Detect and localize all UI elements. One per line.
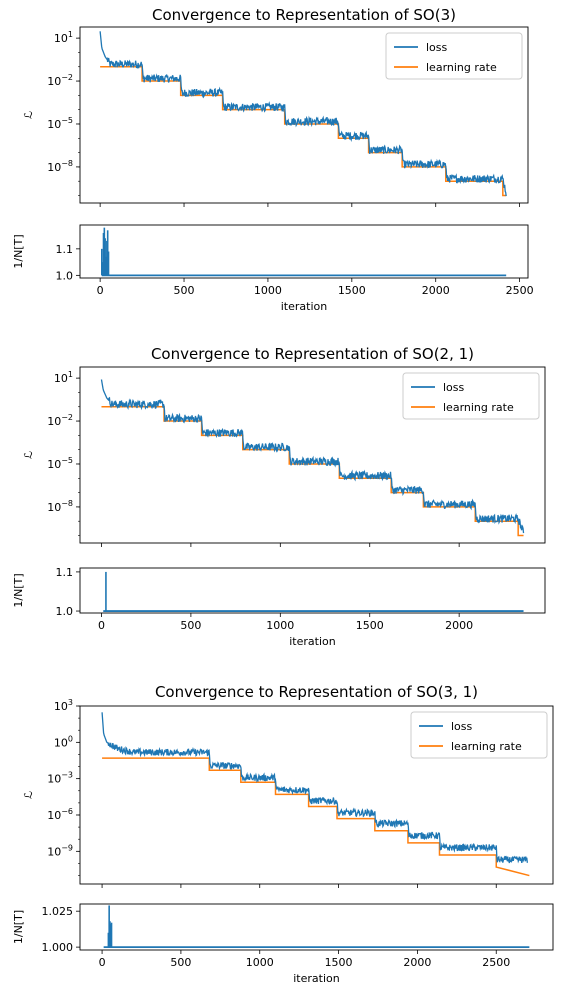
x-tick-label: 2000 xyxy=(403,956,431,969)
legend-frame xyxy=(410,711,548,759)
y-tick-label: 103 xyxy=(54,698,73,713)
x-tick-label: 0 xyxy=(98,619,105,632)
y-tick-label: 10−3 xyxy=(47,771,73,786)
chart-title: Convergence to Representation of SO(3, 1… xyxy=(155,683,478,701)
x-tick-label: 1000 xyxy=(254,284,282,297)
y-axis-label: ℒ xyxy=(22,791,35,799)
y-tick-label: 1.0 xyxy=(56,605,74,618)
y-tick-label: 10−8 xyxy=(47,159,73,174)
legend: loss learning rate xyxy=(385,32,523,80)
chart-title: Convergence to Representation of SO(2, 1… xyxy=(151,345,474,363)
y-tick-label: 1.025 xyxy=(42,905,74,918)
legend-label: learning rate xyxy=(426,61,497,74)
legend-label: loss xyxy=(451,720,473,733)
y-tick-label: 10−9 xyxy=(47,843,73,858)
ratio-panel-2: 1.0 1.1 0 500 1000 1500 2000 1/N[T] iteration xyxy=(12,566,546,648)
legend-frame xyxy=(385,32,523,80)
x-tick-label: 500 xyxy=(180,619,201,632)
y-axis-label: 1/N[T] xyxy=(12,234,25,268)
legend-label: learning rate xyxy=(451,740,522,753)
x-tick-label: 1500 xyxy=(325,956,353,969)
y-tick-label: 10−5 xyxy=(47,116,73,131)
y-tick-label: 1.0 xyxy=(56,269,74,282)
bar-frame xyxy=(79,903,554,951)
x-tick-label: 500 xyxy=(174,284,195,297)
y-tick-label: 1.000 xyxy=(42,941,74,954)
y-tick-label: 1.1 xyxy=(56,566,74,579)
learning-rate-series xyxy=(101,406,524,537)
y-tick-label: 10−5 xyxy=(47,456,73,471)
loss-series xyxy=(100,379,525,534)
y-axis-label: 1/N[T] xyxy=(12,573,25,607)
y-tick-label: 10−2 xyxy=(47,413,73,428)
y-tick-label: 101 xyxy=(54,370,73,385)
plot-frame xyxy=(79,26,529,204)
x-tick-label: 0 xyxy=(99,956,106,969)
loss-series xyxy=(101,712,529,864)
y-axis-label: ℒ xyxy=(22,451,35,459)
x-tick-label: 2000 xyxy=(445,619,473,632)
y-axis-label: ℒ xyxy=(22,111,35,119)
legend-label: loss xyxy=(443,381,465,394)
bar-frame xyxy=(79,224,529,279)
y-tick-label: 10−8 xyxy=(47,499,73,514)
x-tick-label: 1000 xyxy=(266,619,294,632)
x-tick-label: 2500 xyxy=(482,956,510,969)
loss-panel-1: Convergence to Representation of SO(3) 10… xyxy=(22,6,529,207)
y-tick-label: 100 xyxy=(54,734,73,749)
x-tick-label: 500 xyxy=(170,956,191,969)
ratio-panel-1: 1.0 1.1 0 500 1000 1500 2000 2500 1/N[T] iteratio… xyxy=(12,224,534,313)
x-tick-label: 1500 xyxy=(338,284,366,297)
legend-label: loss xyxy=(426,41,448,54)
legend: loss learning rate xyxy=(402,372,540,420)
ratio-panel-3: 1.000 1.025 0 500 1000 1500 2000 2500 1/N[T] iter… xyxy=(12,903,554,985)
x-tick-label: 2500 xyxy=(506,284,534,297)
plot-frame xyxy=(79,705,554,885)
loss-panel-3: Convergence to Representation of SO(3, 1… xyxy=(22,683,554,888)
y-tick-label: 1.1 xyxy=(56,243,74,256)
x-tick-label: 0 xyxy=(97,284,104,297)
x-axis-label: iteration xyxy=(289,635,335,648)
legend: loss learning rate xyxy=(410,711,548,759)
y-tick-label: 10−6 xyxy=(47,807,73,822)
loss-panel-2: Convergence to Representation of SO(2, 1… xyxy=(22,345,546,547)
chart-title: Convergence to Representation of SO(3) xyxy=(152,6,456,24)
learning-rate-series xyxy=(100,66,507,197)
learning-rate-series xyxy=(102,757,530,877)
loss-series xyxy=(99,31,507,197)
legend-frame xyxy=(402,372,540,420)
x-axis-label: iteration xyxy=(293,972,339,985)
y-tick-label: 10−2 xyxy=(47,73,73,88)
y-tick-label: 101 xyxy=(54,30,73,45)
plot-frame xyxy=(79,366,546,544)
bar-frame xyxy=(79,567,546,614)
x-axis-label: iteration xyxy=(281,300,327,313)
x-tick-label: 2000 xyxy=(422,284,450,297)
x-tick-label: 1500 xyxy=(356,619,384,632)
legend-label: learning rate xyxy=(443,401,514,414)
y-axis-label: 1/N[T] xyxy=(12,910,25,944)
x-tick-label: 1000 xyxy=(246,956,274,969)
